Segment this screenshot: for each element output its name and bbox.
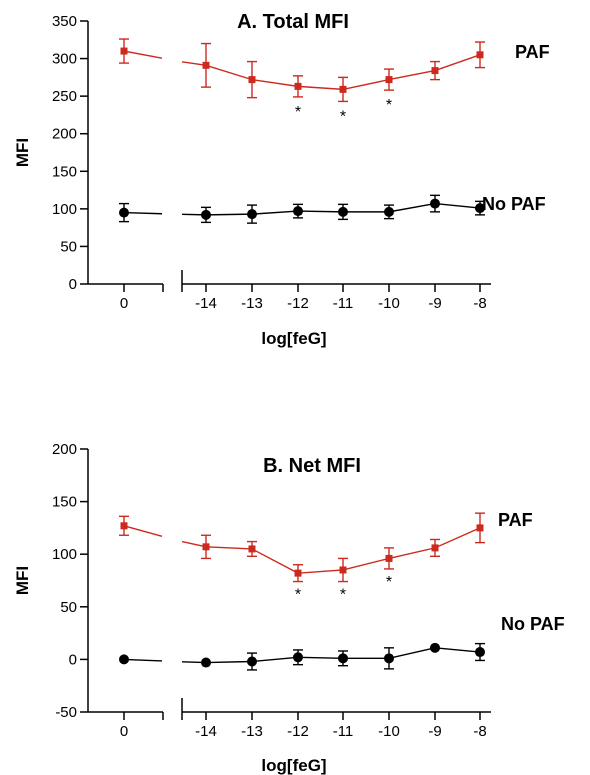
data-point xyxy=(384,206,394,217)
series-line-segment xyxy=(123,525,163,537)
significance-marker: * xyxy=(386,574,392,591)
data-point xyxy=(293,206,303,217)
data-point xyxy=(248,76,256,84)
x-tick-label: 0 xyxy=(120,723,128,740)
y-tick-label: 0 xyxy=(69,651,77,668)
series-line-segment xyxy=(123,50,163,59)
y-tick-label: -50 xyxy=(55,704,77,721)
series-no-paf xyxy=(119,194,485,224)
x-tick-label: -13 xyxy=(241,295,263,312)
y-tick-label: 250 xyxy=(52,88,77,105)
y-tick-label: 100 xyxy=(52,201,77,218)
series-line xyxy=(181,527,481,574)
y-tick-label: 0 xyxy=(69,276,77,293)
data-point xyxy=(476,51,484,59)
data-point xyxy=(294,82,302,90)
data-point xyxy=(202,543,210,551)
series-label-paf: PAF xyxy=(515,42,550,62)
data-point xyxy=(430,198,440,209)
y-tick-label: 200 xyxy=(52,126,77,143)
x-tick-label: -10 xyxy=(378,295,400,312)
data-point xyxy=(475,203,485,214)
significance-marker: * xyxy=(340,587,346,604)
data-point xyxy=(119,207,129,218)
data-point xyxy=(293,652,303,663)
x-tick-label: -12 xyxy=(287,295,309,312)
data-point xyxy=(338,206,348,217)
series-no-paf xyxy=(119,642,485,671)
series-paf xyxy=(119,38,485,103)
data-point xyxy=(338,653,348,664)
x-tick-label: -9 xyxy=(428,295,441,312)
series-label-paf: PAF xyxy=(498,510,533,530)
y-axis-label: MFI xyxy=(13,566,32,595)
chart-panel-a: A. Total MFI 0 50 100 150 200 250 300 350 MFI 0 -14… xyxy=(13,11,550,348)
x-tick-label: -10 xyxy=(378,723,400,740)
chart-panel-b: B. Net MFI -50 0 50 100 150 200 MFI 0 -14 -13 -12 -1… xyxy=(13,441,565,775)
data-point xyxy=(384,653,394,664)
series-line-segment xyxy=(123,211,163,215)
x-tick-label: -8 xyxy=(473,295,486,312)
data-point xyxy=(248,545,256,553)
x-tick-label: -8 xyxy=(473,723,486,740)
data-point xyxy=(120,522,128,530)
series-line xyxy=(181,647,481,664)
series-label-no-paf: No PAF xyxy=(501,614,565,634)
series-line xyxy=(181,54,481,91)
data-point xyxy=(201,209,211,220)
significance-marker: * xyxy=(295,104,301,121)
data-point xyxy=(119,654,129,665)
x-tick-label: -13 xyxy=(241,723,263,740)
data-point xyxy=(339,85,347,93)
significance-marker: * xyxy=(340,108,346,125)
x-tick-label: -11 xyxy=(333,723,354,740)
x-tick-label: -14 xyxy=(195,295,217,312)
data-point xyxy=(431,544,439,552)
significance-marker: * xyxy=(295,587,301,604)
data-point xyxy=(475,647,485,658)
data-point xyxy=(247,209,257,220)
data-point xyxy=(430,642,440,653)
series-line-segment xyxy=(123,658,163,662)
y-tick-label: 200 xyxy=(52,441,77,458)
y-tick-label: 150 xyxy=(52,494,77,511)
data-point xyxy=(201,657,211,668)
data-point xyxy=(120,47,128,55)
x-tick-label: -11 xyxy=(333,295,354,312)
y-axis-label: MFI xyxy=(13,138,32,167)
data-point xyxy=(294,569,302,577)
y-tick-label: 50 xyxy=(60,238,77,255)
series-line xyxy=(181,202,481,216)
series-label-no-paf: No PAF xyxy=(482,194,546,214)
chart-title: B. Net MFI xyxy=(263,455,361,477)
y-tick-label: 150 xyxy=(52,163,77,180)
data-point xyxy=(385,554,393,562)
data-point xyxy=(247,656,257,667)
data-point xyxy=(202,61,210,69)
chart-title: A. Total MFI xyxy=(237,11,349,33)
data-point xyxy=(476,524,484,532)
y-tick-label: 300 xyxy=(52,51,77,68)
series-paf xyxy=(119,512,485,583)
y-tick-label: 100 xyxy=(52,546,77,563)
x-tick-label: -14 xyxy=(195,723,217,740)
data-point xyxy=(339,566,347,574)
x-axis-label: log[feG] xyxy=(261,756,326,775)
data-point xyxy=(431,67,439,75)
x-tick-label: -9 xyxy=(428,723,441,740)
x-tick-label: -12 xyxy=(287,723,309,740)
y-tick-label: 350 xyxy=(52,13,77,30)
significance-marker: * xyxy=(386,97,392,114)
data-point xyxy=(385,76,393,84)
x-axis-label: log[feG] xyxy=(261,329,326,348)
y-tick-label: 50 xyxy=(60,599,77,616)
x-tick-label: 0 xyxy=(120,295,128,312)
